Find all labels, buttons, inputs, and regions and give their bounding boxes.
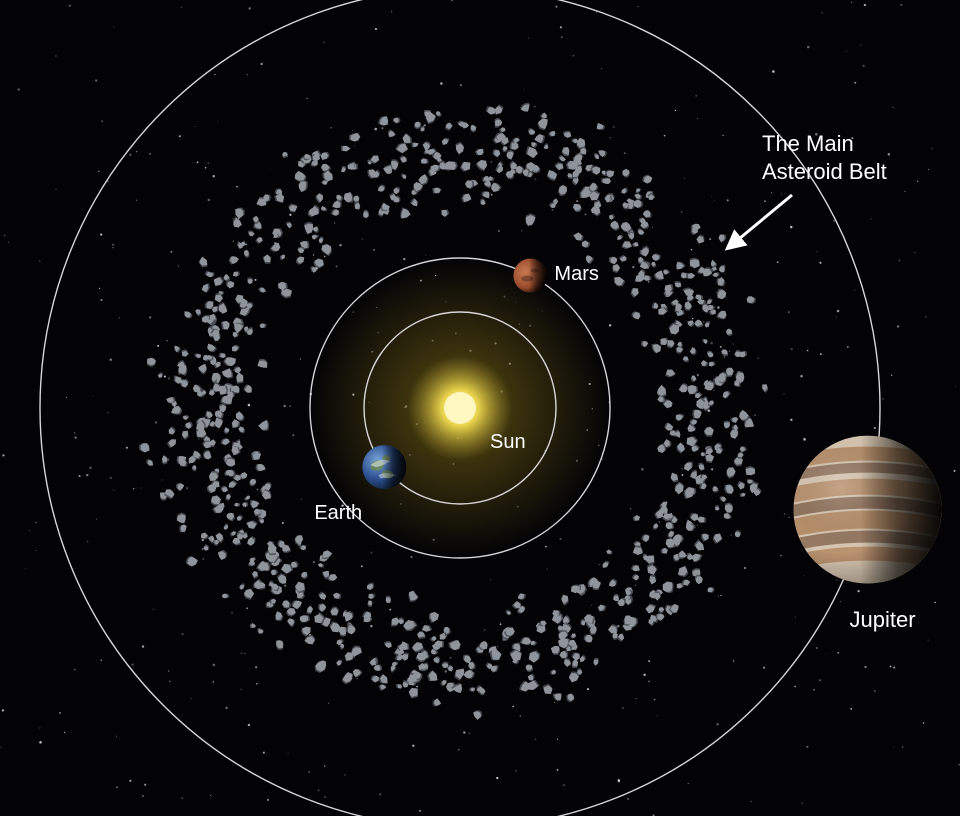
solar-system-svg (0, 0, 960, 816)
mars (513, 259, 547, 293)
diagram-stage: Sun Earth Mars Jupiter The Main Asteroid… (0, 0, 960, 816)
sun-core (444, 392, 476, 424)
earth (362, 445, 406, 489)
